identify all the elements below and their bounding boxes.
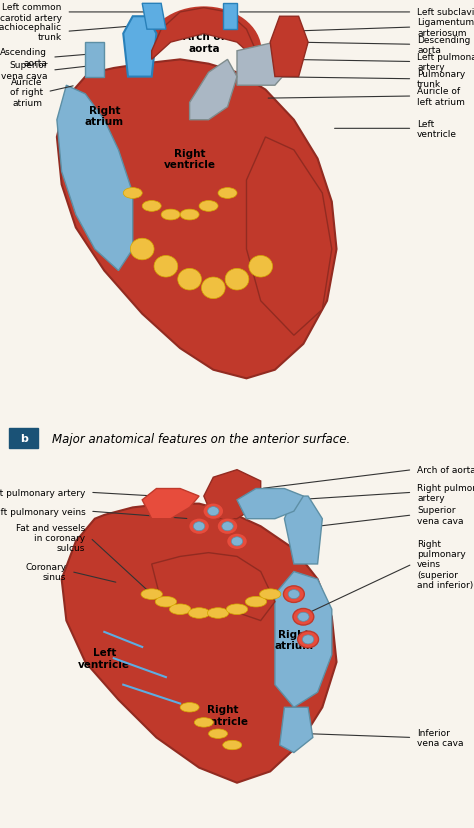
Text: Left common
carotid artery: Left common carotid artery	[0, 3, 62, 22]
Polygon shape	[152, 553, 275, 621]
Polygon shape	[270, 17, 308, 78]
Circle shape	[189, 518, 210, 535]
Text: Arch of
aorta: Arch of aorta	[182, 32, 225, 54]
Ellipse shape	[209, 729, 228, 739]
Ellipse shape	[123, 189, 142, 200]
Text: Right
ventricle: Right ventricle	[197, 704, 249, 726]
Polygon shape	[280, 707, 313, 753]
Ellipse shape	[259, 590, 281, 599]
Circle shape	[225, 269, 249, 291]
Circle shape	[249, 256, 273, 277]
Ellipse shape	[223, 740, 242, 750]
Polygon shape	[237, 489, 303, 519]
Text: Right
atrium: Right atrium	[274, 628, 313, 651]
Text: Superior
vena cava: Superior vena cava	[1, 61, 47, 81]
Circle shape	[283, 586, 304, 603]
Circle shape	[154, 256, 178, 277]
Text: Left
ventricle: Left ventricle	[417, 119, 457, 139]
Polygon shape	[284, 497, 322, 565]
Circle shape	[217, 518, 238, 535]
Polygon shape	[237, 43, 294, 86]
Text: Right pulmonary
artery: Right pulmonary artery	[417, 483, 474, 503]
Circle shape	[203, 503, 224, 520]
Ellipse shape	[188, 608, 210, 619]
Text: Left
atrium: Left atrium	[184, 569, 223, 590]
Circle shape	[193, 522, 205, 531]
Text: Left pulmonary
artery: Left pulmonary artery	[417, 53, 474, 72]
Text: Fat and vessels
in coronary
sulcus: Fat and vessels in coronary sulcus	[16, 523, 85, 553]
FancyBboxPatch shape	[9, 429, 38, 449]
Text: Ligamentum
arteriosum: Ligamentum arteriosum	[417, 18, 474, 38]
Circle shape	[201, 277, 225, 299]
Ellipse shape	[180, 703, 199, 712]
Ellipse shape	[199, 201, 218, 212]
Text: b: b	[20, 434, 27, 444]
Text: Left pulmonary veins: Left pulmonary veins	[0, 507, 85, 516]
Text: Right
pulmonary
veins
(superior
and inferior): Right pulmonary veins (superior and infe…	[417, 539, 474, 590]
Ellipse shape	[246, 597, 266, 607]
Text: Left subclavian artery: Left subclavian artery	[417, 8, 474, 17]
Ellipse shape	[161, 209, 180, 221]
Circle shape	[302, 635, 314, 644]
Polygon shape	[57, 86, 133, 272]
Polygon shape	[57, 60, 337, 379]
Text: Right
atrium: Right atrium	[85, 105, 124, 127]
Text: Pulmonary
trunk: Pulmonary trunk	[417, 70, 465, 89]
Text: Major anatomical features on the anterior surface.: Major anatomical features on the anterio…	[52, 432, 350, 445]
Text: Right
ventricle: Right ventricle	[164, 148, 216, 170]
Ellipse shape	[141, 590, 162, 599]
Polygon shape	[142, 4, 166, 30]
Ellipse shape	[180, 209, 199, 221]
Ellipse shape	[155, 597, 176, 607]
Circle shape	[208, 507, 219, 516]
Circle shape	[293, 609, 314, 625]
Polygon shape	[123, 17, 156, 78]
Ellipse shape	[170, 604, 191, 614]
Polygon shape	[275, 572, 332, 707]
Text: Inferior
vena cava: Inferior vena cava	[417, 728, 464, 748]
Circle shape	[231, 537, 243, 546]
Circle shape	[130, 239, 154, 261]
Text: Brachiocephalic
trunk: Brachiocephalic trunk	[0, 22, 62, 42]
Polygon shape	[204, 470, 261, 519]
Text: Ascending
aorta: Ascending aorta	[0, 48, 47, 68]
Text: Arch of aorta: Arch of aorta	[417, 465, 474, 474]
Text: Coronary
sinus: Coronary sinus	[25, 562, 66, 581]
Text: Auricle
of right
atrium: Auricle of right atrium	[9, 78, 43, 108]
Polygon shape	[152, 8, 256, 60]
Text: Superior
vena cava: Superior vena cava	[417, 506, 464, 525]
Circle shape	[298, 613, 309, 622]
Text: Descending
aorta: Descending aorta	[417, 36, 471, 55]
Circle shape	[298, 631, 319, 648]
Ellipse shape	[194, 718, 213, 727]
Text: Auricle of
left atrium: Auricle of left atrium	[417, 87, 465, 107]
Polygon shape	[246, 137, 332, 336]
Polygon shape	[62, 504, 337, 782]
Text: Left
ventricle: Left ventricle	[78, 647, 130, 669]
Ellipse shape	[218, 189, 237, 200]
Polygon shape	[223, 4, 237, 30]
Polygon shape	[142, 489, 199, 519]
Circle shape	[178, 269, 201, 291]
Ellipse shape	[208, 608, 228, 619]
Ellipse shape	[142, 201, 161, 212]
Circle shape	[227, 533, 247, 550]
Text: Left pulmonary artery: Left pulmonary artery	[0, 489, 85, 497]
Polygon shape	[85, 43, 104, 78]
Circle shape	[288, 590, 300, 599]
Ellipse shape	[227, 604, 247, 614]
Polygon shape	[190, 60, 237, 121]
Circle shape	[222, 522, 233, 531]
